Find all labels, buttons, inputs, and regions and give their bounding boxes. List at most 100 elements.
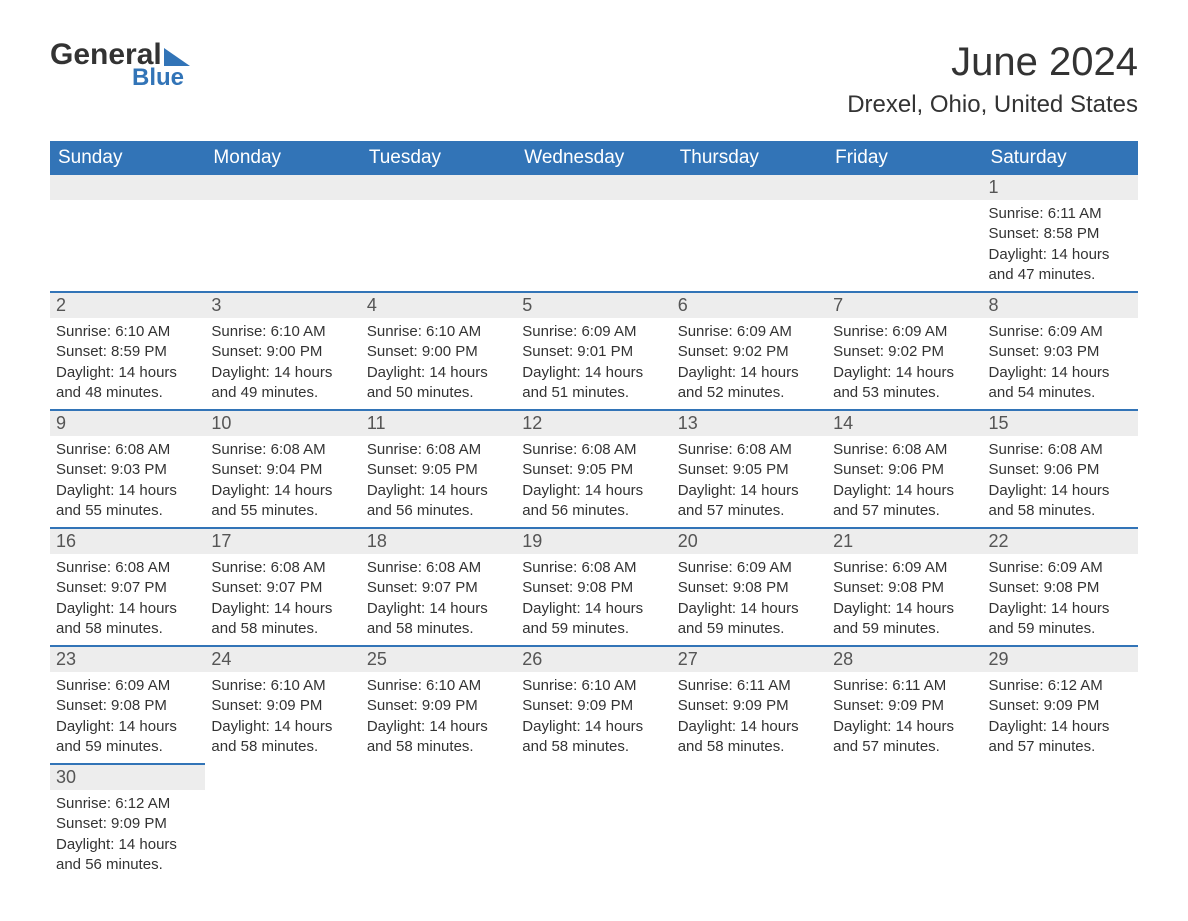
day-data: Sunrise: 6:10 AMSunset: 9:09 PMDaylight:… [361,672,516,763]
day-data: Sunrise: 6:08 AMSunset: 9:06 PMDaylight:… [827,436,982,527]
week-row: 23Sunrise: 6:09 AMSunset: 9:08 PMDayligh… [50,646,1138,764]
sunrise-line: Sunrise: 6:09 AM [678,558,821,578]
daylight-line: Daylight: 14 hours and 51 minutes. [522,363,665,404]
sunrise-line: Sunrise: 6:09 AM [56,676,199,696]
day-cell: 11Sunrise: 6:08 AMSunset: 9:05 PMDayligh… [361,410,516,528]
day-number [205,764,360,789]
sunrise-line: Sunrise: 6:10 AM [367,676,510,696]
day-number: 15 [983,411,1138,436]
sunrise-line: Sunrise: 6:08 AM [56,440,199,460]
sunset-line: Sunset: 9:09 PM [211,696,354,716]
day-cell [205,764,360,881]
day-data [672,200,827,260]
day-cell: 9Sunrise: 6:08 AMSunset: 9:03 PMDaylight… [50,410,205,528]
daylight-line: Daylight: 14 hours and 55 minutes. [56,481,199,522]
sunrise-line: Sunrise: 6:08 AM [211,440,354,460]
sunrise-line: Sunrise: 6:09 AM [833,558,976,578]
day-number: 30 [50,765,205,790]
sunrise-line: Sunrise: 6:10 AM [211,676,354,696]
day-number: 27 [672,647,827,672]
week-row: 9Sunrise: 6:08 AMSunset: 9:03 PMDaylight… [50,410,1138,528]
sunrise-line: Sunrise: 6:10 AM [211,322,354,342]
daylight-line: Daylight: 14 hours and 58 minutes. [367,599,510,640]
sunrise-line: Sunrise: 6:09 AM [989,322,1132,342]
sunset-line: Sunset: 9:01 PM [522,342,665,362]
day-data [205,200,360,260]
calendar-table: SundayMondayTuesdayWednesdayThursdayFrid… [50,141,1138,881]
day-cell: 2Sunrise: 6:10 AMSunset: 8:59 PMDaylight… [50,292,205,410]
daylight-line: Daylight: 14 hours and 58 minutes. [211,599,354,640]
daylight-line: Daylight: 14 hours and 56 minutes. [522,481,665,522]
sunset-line: Sunset: 9:08 PM [678,578,821,598]
day-data: Sunrise: 6:08 AMSunset: 9:07 PMDaylight:… [50,554,205,645]
sunrise-line: Sunrise: 6:08 AM [522,558,665,578]
day-cell: 20Sunrise: 6:09 AMSunset: 9:08 PMDayligh… [672,528,827,646]
day-cell: 26Sunrise: 6:10 AMSunset: 9:09 PMDayligh… [516,646,671,764]
day-data: Sunrise: 6:10 AMSunset: 9:00 PMDaylight:… [361,318,516,409]
week-row: 30Sunrise: 6:12 AMSunset: 9:09 PMDayligh… [50,764,1138,881]
day-cell: 12Sunrise: 6:08 AMSunset: 9:05 PMDayligh… [516,410,671,528]
day-data: Sunrise: 6:09 AMSunset: 9:01 PMDaylight:… [516,318,671,409]
daylight-line: Daylight: 14 hours and 59 minutes. [522,599,665,640]
sunset-line: Sunset: 9:09 PM [833,696,976,716]
day-cell: 13Sunrise: 6:08 AMSunset: 9:05 PMDayligh… [672,410,827,528]
day-number: 19 [516,529,671,554]
day-data: Sunrise: 6:10 AMSunset: 9:09 PMDaylight:… [205,672,360,763]
day-number: 21 [827,529,982,554]
day-number [50,175,205,200]
sunrise-line: Sunrise: 6:10 AM [522,676,665,696]
sunrise-line: Sunrise: 6:09 AM [678,322,821,342]
sunset-line: Sunset: 9:08 PM [989,578,1132,598]
sunset-line: Sunset: 9:08 PM [522,578,665,598]
day-number: 22 [983,529,1138,554]
sunrise-line: Sunrise: 6:11 AM [678,676,821,696]
day-data: Sunrise: 6:08 AMSunset: 9:05 PMDaylight:… [672,436,827,527]
day-data: Sunrise: 6:11 AMSunset: 8:58 PMDaylight:… [983,200,1138,291]
sunset-line: Sunset: 9:07 PM [211,578,354,598]
sunrise-line: Sunrise: 6:11 AM [989,204,1132,224]
day-cell: 3Sunrise: 6:10 AMSunset: 9:00 PMDaylight… [205,292,360,410]
day-data: Sunrise: 6:12 AMSunset: 9:09 PMDaylight:… [50,790,205,881]
day-cell [361,175,516,292]
sunset-line: Sunset: 9:02 PM [678,342,821,362]
day-cell: 7Sunrise: 6:09 AMSunset: 9:02 PMDaylight… [827,292,982,410]
daylight-line: Daylight: 14 hours and 56 minutes. [367,481,510,522]
day-cell: 18Sunrise: 6:08 AMSunset: 9:07 PMDayligh… [361,528,516,646]
day-number [361,175,516,200]
daylight-line: Daylight: 14 hours and 58 minutes. [367,717,510,758]
day-data: Sunrise: 6:08 AMSunset: 9:07 PMDaylight:… [205,554,360,645]
day-number: 5 [516,293,671,318]
day-cell: 25Sunrise: 6:10 AMSunset: 9:09 PMDayligh… [361,646,516,764]
daylight-line: Daylight: 14 hours and 58 minutes. [522,717,665,758]
sunset-line: Sunset: 9:00 PM [211,342,354,362]
day-cell [516,175,671,292]
day-cell [827,764,982,881]
daylight-line: Daylight: 14 hours and 59 minutes. [833,599,976,640]
day-header: Monday [205,141,360,175]
daylight-line: Daylight: 14 hours and 49 minutes. [211,363,354,404]
day-data: Sunrise: 6:11 AMSunset: 9:09 PMDaylight:… [827,672,982,763]
day-number: 10 [205,411,360,436]
week-row: 16Sunrise: 6:08 AMSunset: 9:07 PMDayligh… [50,528,1138,646]
sunrise-line: Sunrise: 6:08 AM [367,440,510,460]
day-data: Sunrise: 6:08 AMSunset: 9:04 PMDaylight:… [205,436,360,527]
day-number [827,175,982,200]
day-header: Saturday [983,141,1138,175]
day-data [516,200,671,260]
sunrise-line: Sunrise: 6:08 AM [522,440,665,460]
day-number [827,764,982,789]
day-number: 2 [50,293,205,318]
sunrise-line: Sunrise: 6:08 AM [367,558,510,578]
day-cell: 23Sunrise: 6:09 AMSunset: 9:08 PMDayligh… [50,646,205,764]
day-header: Thursday [672,141,827,175]
day-data: Sunrise: 6:08 AMSunset: 9:05 PMDaylight:… [361,436,516,527]
daylight-line: Daylight: 14 hours and 57 minutes. [833,717,976,758]
day-number [672,175,827,200]
day-header: Wednesday [516,141,671,175]
day-cell: 1Sunrise: 6:11 AMSunset: 8:58 PMDaylight… [983,175,1138,292]
daylight-line: Daylight: 14 hours and 58 minutes. [678,717,821,758]
day-number: 28 [827,647,982,672]
sunrise-line: Sunrise: 6:10 AM [56,322,199,342]
day-number [516,175,671,200]
day-number [205,175,360,200]
